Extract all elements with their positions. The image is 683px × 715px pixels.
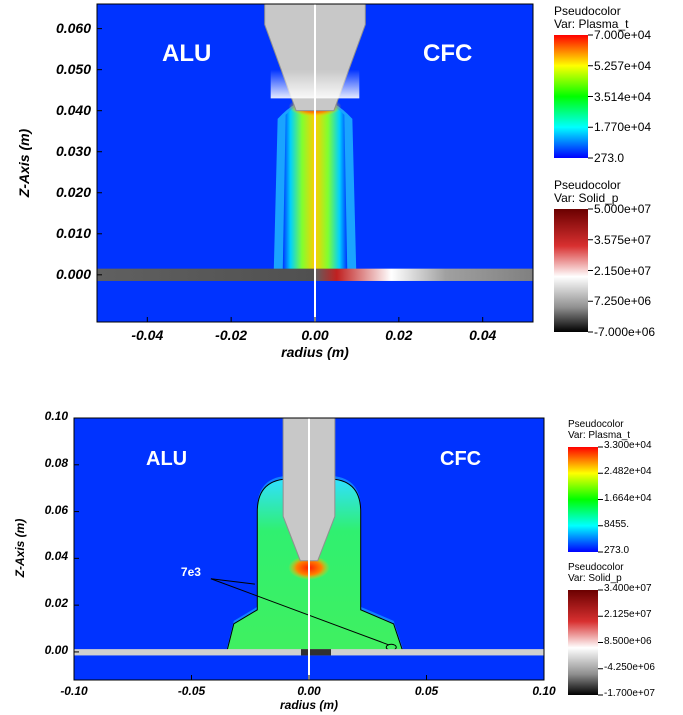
legend-value: 273.0 xyxy=(594,151,625,165)
annotation-arrow-left xyxy=(210,578,256,585)
y-tick-label: 0.06 xyxy=(44,502,68,517)
y-tick-label: 0.010 xyxy=(55,224,91,241)
x-tick-label: -0.02 xyxy=(215,327,248,343)
region-label-cfc: CFC xyxy=(440,448,482,470)
region-label-alu: ALU xyxy=(146,448,188,470)
legend-value: 1.664e+04 xyxy=(604,492,652,504)
legend-title: Pseudocolor xyxy=(554,4,621,18)
annotation-arrow-right xyxy=(210,578,390,646)
legend-var: Var: Solid_p xyxy=(568,573,622,584)
legend-value: 3.514e+04 xyxy=(594,89,652,104)
legend-value: -1.700e+07 xyxy=(604,688,655,699)
top-plot xyxy=(96,3,593,333)
plate-hot-zone xyxy=(301,649,331,656)
legend-value: 7.000e+04 xyxy=(594,28,652,42)
legend-value: 7.250e+06 xyxy=(594,294,652,309)
y-axis-title: Z-Axis (m) xyxy=(16,128,32,198)
legend-colorbar xyxy=(554,209,588,332)
x-tick-label: -0.05 xyxy=(177,684,206,698)
bottom-plot xyxy=(73,417,603,696)
legend-value: 8455. xyxy=(604,518,630,530)
x-tick-label: 0.04 xyxy=(469,327,497,343)
x-axis-title: radius (m) xyxy=(279,698,338,712)
y-tick-label: 0.050 xyxy=(55,60,91,77)
x-tick-label: 0.00 xyxy=(297,684,321,698)
legend-var: Var: Plasma_t xyxy=(554,17,629,31)
legend-value: 2.125e+07 xyxy=(604,609,652,621)
y-tick-label: 0.04 xyxy=(44,549,68,564)
legend-colorbar xyxy=(568,447,598,552)
legend-title: Pseudocolor xyxy=(568,419,624,430)
legend-value: 5.257e+04 xyxy=(594,58,652,73)
legend-colorbar xyxy=(554,35,588,158)
y-tick-label: 0.10 xyxy=(44,409,68,423)
y-tick-label: 0.000 xyxy=(55,265,91,282)
legend-colorbar xyxy=(568,590,598,695)
y-tick-label: 0.060 xyxy=(55,19,91,36)
legend-value: 3.300e+04 xyxy=(604,440,652,451)
y-tick-label: 0.02 xyxy=(44,596,68,611)
contour-label: 7e3 xyxy=(180,564,201,579)
x-tick-label: 0.00 xyxy=(301,327,329,343)
legend-value: -7.000e+06 xyxy=(594,325,656,339)
y-tick-label: 0.00 xyxy=(44,642,68,657)
legend-value: 1.770e+04 xyxy=(594,120,652,135)
region-label-alu: ALU xyxy=(162,40,212,67)
legend-title: Pseudocolor xyxy=(554,178,621,192)
x-tick-label: 0.05 xyxy=(414,684,439,698)
y-tick-label: 0.08 xyxy=(44,455,68,470)
legend-value: 273.0 xyxy=(604,545,630,556)
legend-var: Var: Plasma_t xyxy=(568,430,631,441)
alu-plate xyxy=(97,268,315,281)
y-tick-label: 0.040 xyxy=(55,101,91,118)
region-label-cfc: CFC xyxy=(423,40,473,67)
x-axis-title: radius (m) xyxy=(281,344,349,360)
legend-value: -4.250e+06 xyxy=(604,661,655,673)
x-tick-label: 0.02 xyxy=(385,327,413,343)
cfc-plate xyxy=(315,268,533,281)
x-tick-label: -0.04 xyxy=(131,327,164,343)
x-tick-label: 0.10 xyxy=(532,684,556,698)
legend-value: 2.482e+04 xyxy=(604,466,652,478)
legend-value: 3.400e+07 xyxy=(604,583,652,594)
legend-title: Pseudocolor xyxy=(568,562,624,573)
legend-value: 3.575e+07 xyxy=(594,232,652,247)
y-axis-title: Z-Axis (m) xyxy=(13,518,27,578)
legend-value: 5.000e+07 xyxy=(594,202,652,216)
legend-value: 2.150e+07 xyxy=(594,263,652,278)
legend-value: 8.500e+06 xyxy=(604,635,652,647)
y-tick-label: 0.020 xyxy=(55,183,91,200)
legend-var: Var: Solid_p xyxy=(554,191,619,205)
x-tick-label: -0.10 xyxy=(60,684,88,698)
y-tick-label: 0.030 xyxy=(55,142,91,159)
